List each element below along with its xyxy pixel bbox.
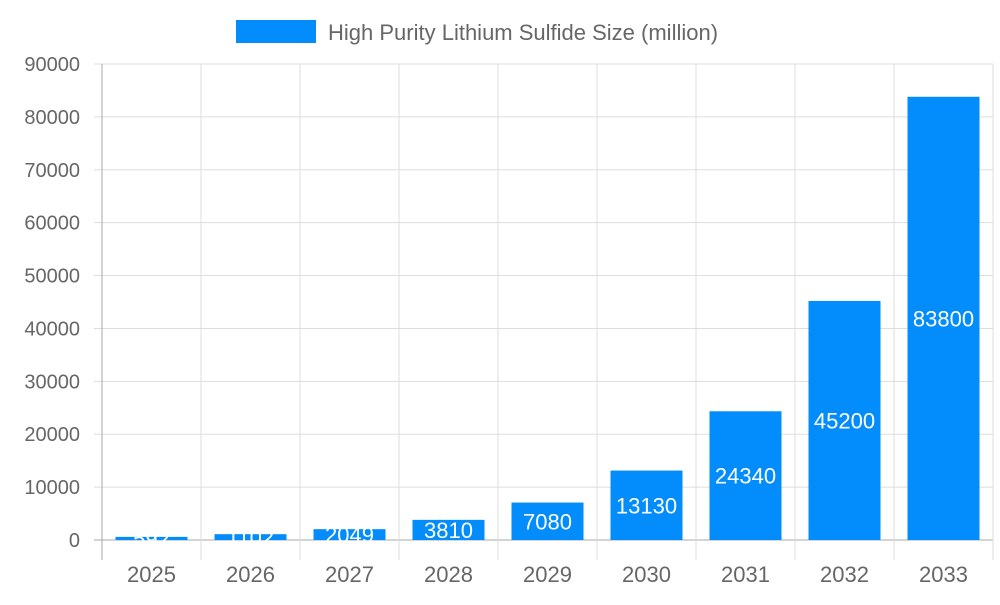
legend-swatch <box>236 20 316 43</box>
data-label: 45200 <box>814 408 875 433</box>
bar-2028 <box>412 519 485 540</box>
y-tick-label: 40000 <box>24 318 80 340</box>
bar-2026 <box>214 534 287 540</box>
x-tick-label: 2027 <box>325 562 374 587</box>
data-label: 24340 <box>715 464 776 489</box>
bar-2031 <box>709 411 782 540</box>
data-label: 1102 <box>227 525 274 550</box>
x-tick-label: 2031 <box>721 562 770 587</box>
data-label: 7080 <box>523 509 572 534</box>
y-tick-label: 10000 <box>24 477 80 499</box>
x-tick-label: 2029 <box>523 562 572 587</box>
x-tick-label: 2030 <box>622 562 671 587</box>
x-tick-label: 2028 <box>424 562 473 587</box>
y-tick-label: 70000 <box>24 160 80 182</box>
bar-2032 <box>808 300 881 540</box>
y-tick-label: 30000 <box>24 371 80 393</box>
y-tick-label: 0 <box>69 530 80 552</box>
x-tick-label: 2033 <box>919 562 968 587</box>
data-label: 83800 <box>913 306 974 331</box>
y-tick-label: 60000 <box>24 213 80 235</box>
bar-2027 <box>313 529 386 540</box>
bar-2029 <box>511 502 584 540</box>
bar-2025 <box>115 536 188 540</box>
x-tick-label: 2025 <box>127 562 176 587</box>
bar-2030 <box>610 470 683 540</box>
y-tick-label: 20000 <box>24 424 80 446</box>
x-tick-label: 2026 <box>226 562 275 587</box>
y-tick-label: 80000 <box>24 107 80 129</box>
data-label: 3810 <box>424 518 473 543</box>
bar-2033 <box>907 96 980 541</box>
data-label: 2049 <box>325 523 374 548</box>
legend-label: High Purity Lithium Sulfide Size (millio… <box>328 20 718 45</box>
data-label: 13130 <box>616 493 677 518</box>
x-tick-label: 2032 <box>820 562 869 587</box>
y-tick-label: 90000 <box>24 54 80 76</box>
data-label: 592 <box>133 526 170 551</box>
y-tick-label: 50000 <box>24 266 80 288</box>
